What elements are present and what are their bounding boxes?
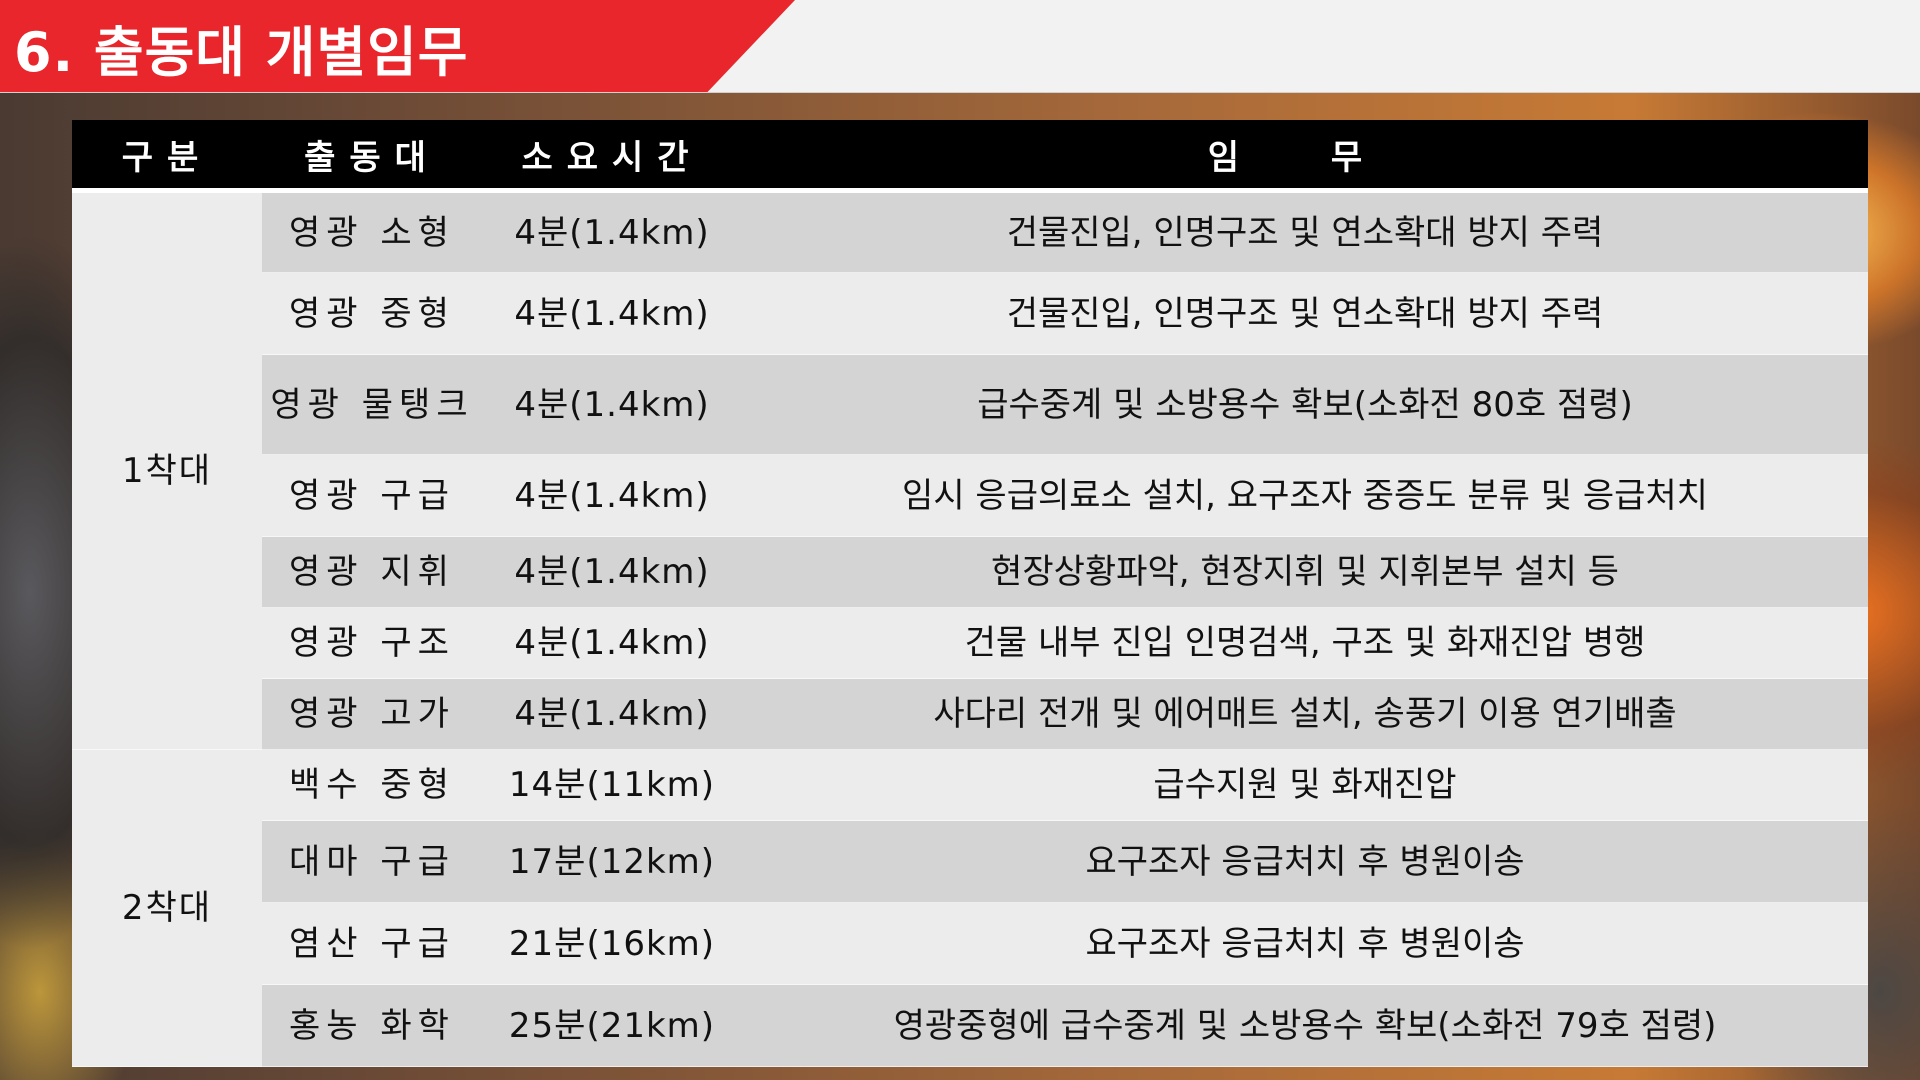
time-cell: 4분(1.4km) (482, 536, 742, 608)
unit-cell: 영광 구조 (262, 607, 482, 679)
header-unit: 출동대 (262, 120, 482, 193)
page-title: 6. 출동대 개별임무 (14, 21, 469, 84)
duty-cell: 급수지원 및 화재진압 (742, 749, 1868, 821)
unit-cell: 영광 구급 (262, 454, 482, 537)
time-cell: 4분(1.4km) (482, 678, 742, 750)
table-row: 영광 지휘 4분(1.4km) 현장상황파악, 현장지휘 및 지휘본부 설치 등 (72, 536, 1868, 608)
table-row: 홍농 화학 25분(21km) 영광중형에 급수중계 및 소방용수 확보(소화전… (72, 984, 1868, 1067)
unit-cell: 영광 소형 (262, 190, 482, 273)
duty-cell: 급수중계 및 소방용수 확보(소화전 80호 점령) (742, 354, 1868, 455)
time-cell: 14분(11km) (482, 749, 742, 821)
unit-cell: 염산 구급 (262, 902, 482, 985)
unit-cell: 영광 고가 (262, 678, 482, 750)
duty-cell: 요구조자 응급처치 후 병원이송 (742, 902, 1868, 985)
time-cell: 21분(16km) (482, 902, 742, 985)
title-tab (0, 0, 795, 92)
unit-cell: 대마 구급 (262, 820, 482, 903)
time-cell: 4분(1.4km) (482, 454, 742, 537)
time-cell: 4분(1.4km) (482, 272, 742, 355)
header-time: 소요시간 (482, 120, 742, 193)
table-row: 대마 구급 17분(12km) 요구조자 응급처치 후 병원이송 (72, 820, 1868, 903)
header-bar: 6. 출동대 개별임무 (0, 0, 1920, 93)
duty-cell: 요구조자 응급처치 후 병원이송 (742, 820, 1868, 903)
table-row: 2착대 백수 중형 14분(11km) 급수지원 및 화재진압 (72, 749, 1868, 1067)
duty-cell: 영광중형에 급수중계 및 소방용수 확보(소화전 79호 점령) (742, 984, 1868, 1067)
time-cell: 25분(21km) (482, 984, 742, 1067)
group-label-1: 1착대 (72, 190, 262, 750)
table-row: 영광 고가 4분(1.4km) 사다리 전개 및 에어매트 설치, 송풍기 이용… (72, 678, 1868, 750)
duty-cell: 건물진입, 인명구조 및 연소확대 방지 주력 (742, 190, 1868, 273)
header-duty: 임 무 (742, 120, 1868, 193)
unit-cell: 백수 중형 (262, 749, 482, 821)
time-cell: 4분(1.4km) (482, 190, 742, 273)
time-cell: 4분(1.4km) (482, 607, 742, 679)
duty-cell: 건물진입, 인명구조 및 연소확대 방지 주력 (742, 272, 1868, 355)
table-row: 염산 구급 21분(16km) 요구조자 응급처치 후 병원이송 (72, 902, 1868, 985)
duty-cell: 임시 응급의료소 설치, 요구조자 중증도 분류 및 응급처치 (742, 454, 1868, 537)
time-cell: 4분(1.4km) (482, 354, 742, 455)
header-category: 구분 (72, 120, 262, 193)
table-row: 영광 중형 4분(1.4km) 건물진입, 인명구조 및 연소확대 방지 주력 (72, 272, 1868, 355)
duty-cell: 현장상황파악, 현장지휘 및 지휘본부 설치 등 (742, 536, 1868, 608)
unit-cell: 영광 중형 (262, 272, 482, 355)
duty-cell: 건물 내부 진입 인명검색, 구조 및 화재진압 병행 (742, 607, 1868, 679)
dispatch-table-container: 구분 출동대 소요시간 임 무 1착대 영광 소형 4분(1.4km) 건물진입… (72, 120, 1868, 1070)
table-header-row: 구분 출동대 소요시간 임 무 (72, 120, 1868, 193)
time-cell: 17분(12km) (482, 820, 742, 903)
table-row: 영광 구급 4분(1.4km) 임시 응급의료소 설치, 요구조자 중증도 분류… (72, 454, 1868, 537)
unit-cell: 영광 지휘 (262, 536, 482, 608)
table-row: 1착대 영광 소형 4분(1.4km) 건물진입, 인명구조 및 연소확대 방지… (72, 190, 1868, 750)
duty-cell: 사다리 전개 및 에어매트 설치, 송풍기 이용 연기배출 (742, 678, 1868, 750)
table-row: 영광 물탱크 4분(1.4km) 급수중계 및 소방용수 확보(소화전 80호 … (72, 354, 1868, 455)
group-label-2: 2착대 (72, 749, 262, 1067)
dispatch-table: 구분 출동대 소요시간 임 무 1착대 영광 소형 4분(1.4km) 건물진입… (72, 120, 1868, 1067)
unit-cell: 홍농 화학 (262, 984, 482, 1067)
unit-cell: 영광 물탱크 (262, 354, 482, 455)
table-row: 영광 구조 4분(1.4km) 건물 내부 진입 인명검색, 구조 및 화재진압… (72, 607, 1868, 679)
